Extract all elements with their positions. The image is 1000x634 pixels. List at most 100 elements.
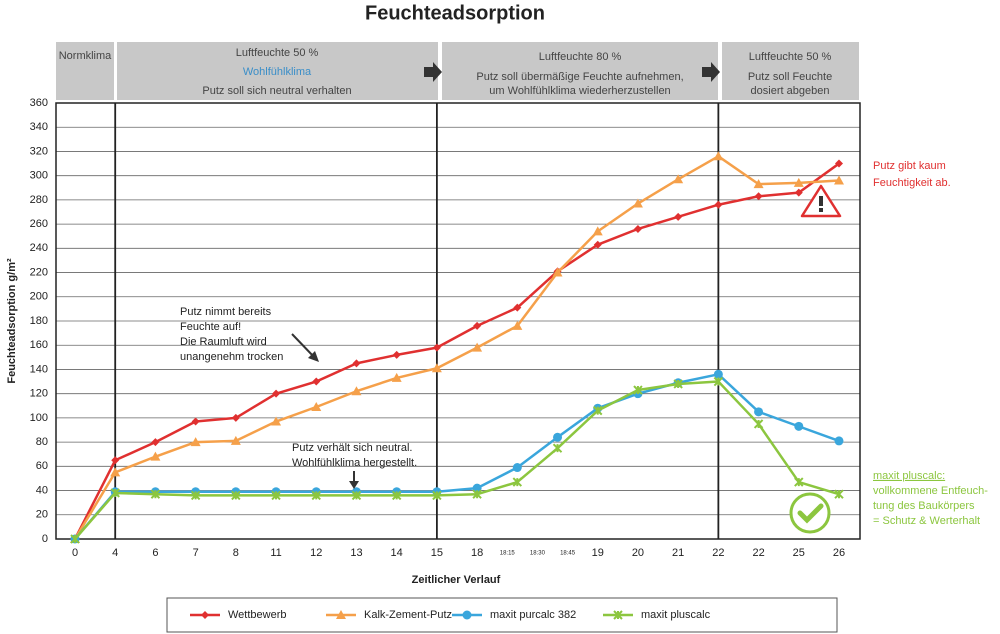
marker <box>552 443 563 453</box>
marker <box>70 534 80 544</box>
series-line <box>74 380 840 540</box>
y-tick-label: 80 <box>36 436 48 448</box>
marker <box>150 489 161 499</box>
x-axis-label: Zeitlicher Verlauf <box>412 574 501 586</box>
marker <box>613 610 623 620</box>
marker <box>834 175 844 185</box>
marker <box>592 226 603 236</box>
marker <box>714 200 723 209</box>
marker <box>794 188 803 197</box>
x-tick-label: 13 <box>350 547 362 559</box>
marker <box>552 267 563 277</box>
marker <box>190 490 201 501</box>
annotation: tung des Baukörpers <box>873 500 975 512</box>
marker <box>472 342 483 352</box>
annotations: Putz nimmt bereits Feuchte auf! Die Raum… <box>180 160 988 534</box>
marker <box>351 490 362 501</box>
marker <box>462 610 472 620</box>
marker <box>553 432 563 442</box>
marker <box>713 369 723 379</box>
marker <box>191 417 200 426</box>
x-tick-label: 22 <box>712 547 724 559</box>
marker <box>753 179 764 189</box>
warning-icon <box>819 208 823 212</box>
marker <box>336 610 346 619</box>
band-label: Putz soll Feuchte <box>748 71 832 83</box>
y-tick-label: 280 <box>30 194 48 206</box>
marker <box>110 467 121 477</box>
annotation: Feuchtigkeit ab. <box>873 177 951 189</box>
marker <box>201 611 209 619</box>
legend-label: maxit purcalc 382 <box>490 609 576 621</box>
marker <box>793 177 804 187</box>
marker <box>472 489 482 499</box>
y-tick-label: 340 <box>30 121 48 133</box>
marker <box>151 438 160 447</box>
plot-frame <box>55 102 861 540</box>
marker <box>593 240 602 249</box>
marker <box>834 489 844 499</box>
series-line <box>73 162 840 540</box>
x-tick-label: 8 <box>233 547 239 559</box>
band-label: Wohlfühlklima <box>243 66 312 78</box>
marker <box>754 407 764 417</box>
y-tick-label: 240 <box>30 242 48 254</box>
x-tick-label: 14 <box>391 547 403 559</box>
band-label: Luftfeuchte 50 % <box>236 47 319 59</box>
marker <box>110 488 120 498</box>
marker <box>753 419 764 429</box>
check-icon <box>797 503 824 524</box>
annotation: Putz nimmt bereits <box>180 306 272 318</box>
check-icon <box>789 492 831 534</box>
marker <box>633 224 642 233</box>
marker <box>431 363 442 373</box>
arrow <box>702 62 720 82</box>
y-tick-label: 0 <box>42 533 48 545</box>
marker <box>593 405 603 416</box>
plot <box>70 151 844 544</box>
x-tick-label: 12 <box>310 547 322 559</box>
marker <box>352 359 361 368</box>
x-tick-label: 18 <box>471 547 483 559</box>
band-label: Luftfeuchte 80 % <box>539 51 622 63</box>
marker <box>432 343 441 352</box>
annotation-arrow <box>349 481 359 489</box>
x-tick-label: 20 <box>632 547 644 559</box>
marker <box>311 401 322 411</box>
band-label: Putz soll sich neutral verhalten <box>202 85 351 97</box>
annotation: maxit pluscalc: <box>873 470 945 482</box>
annotation: Wohlfühlklima hergestellt. <box>292 457 417 469</box>
x-tick-label: 6 <box>152 547 158 559</box>
band <box>117 42 438 100</box>
y-tick-label: 260 <box>30 218 48 230</box>
marker <box>271 490 281 501</box>
annotation: Die Raumluft wird <box>180 336 267 348</box>
marker <box>391 490 402 501</box>
marker <box>473 321 482 330</box>
marker <box>272 389 281 398</box>
annotation: unangenehm trocken <box>180 351 283 363</box>
x-tick-label: 4 <box>112 547 118 559</box>
marker <box>754 192 763 201</box>
band-label: um Wohlfühlklima wiederherzustellen <box>489 85 670 97</box>
x-tick-label: 22 <box>752 547 764 559</box>
y-tick-label: 40 <box>36 484 48 496</box>
marker <box>673 379 683 389</box>
marker <box>512 320 523 330</box>
chart-title: Feuchteadsorption <box>365 2 545 24</box>
legend-label: Kalk-Zement-Putz <box>364 609 452 621</box>
annotation-arrow <box>291 333 316 359</box>
x-tick-label: 0 <box>72 547 78 559</box>
marker <box>392 350 401 359</box>
marker <box>312 377 321 386</box>
marker <box>111 456 120 465</box>
marker <box>673 174 684 184</box>
y-tick-label: 220 <box>30 266 48 278</box>
marker <box>271 416 282 426</box>
y-tick-label: 60 <box>36 460 48 472</box>
marker <box>632 198 643 208</box>
marker <box>835 159 843 168</box>
band-label: Putz soll übermäßige Feuchte aufnehmen, <box>476 71 683 83</box>
warning-icon <box>819 196 823 206</box>
